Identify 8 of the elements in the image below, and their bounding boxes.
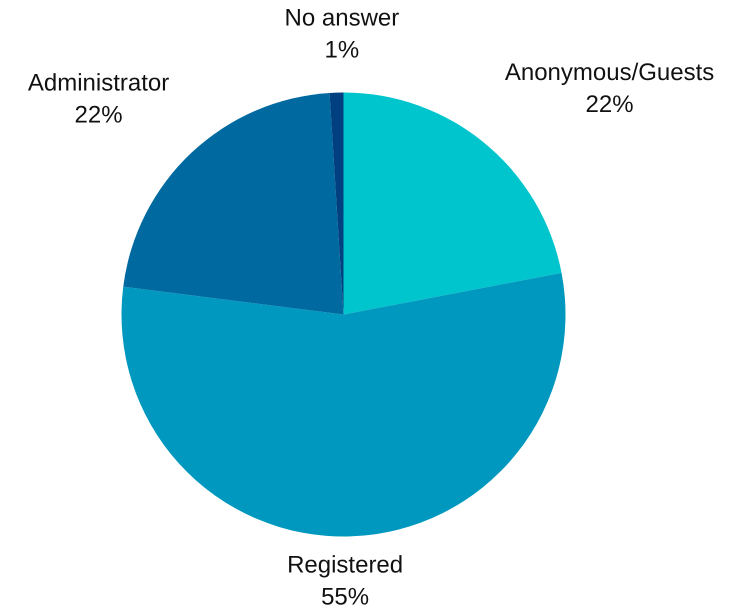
slice-label: Registered (287, 552, 404, 579)
slice-label: Anonymous/Guests (504, 58, 714, 86)
data-label: 22% (586, 90, 634, 118)
data-label: 1% (324, 36, 360, 64)
data-label: 55% (321, 584, 370, 611)
slice-label: Administrator (28, 69, 170, 96)
data-label: 22% (74, 101, 123, 128)
slice-label: No answer (284, 4, 400, 32)
